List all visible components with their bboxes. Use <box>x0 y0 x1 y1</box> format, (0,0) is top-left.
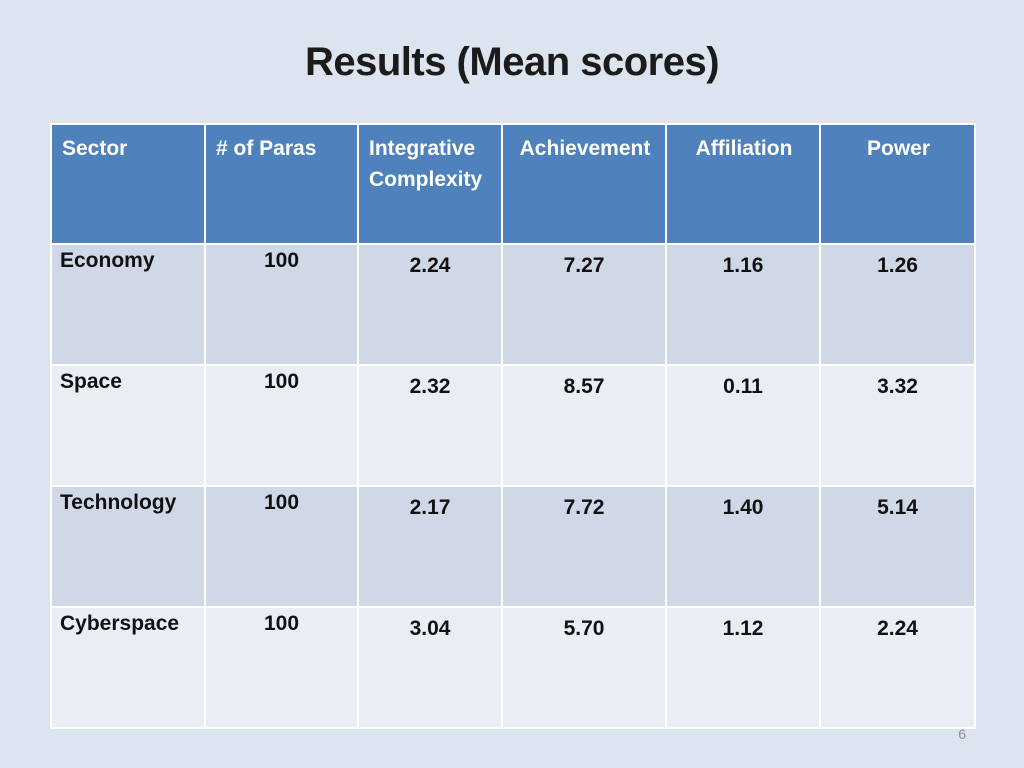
table-header-row: Sector # of Paras Integrative Complexity… <box>50 123 976 245</box>
cell-power: 5.14 <box>819 485 976 608</box>
cell-sector: Economy <box>50 243 206 366</box>
header-num-paras: # of Paras <box>204 123 359 245</box>
cell-sector: Space <box>50 364 206 487</box>
header-integrative-complexity: Integrative Complexity <box>357 123 503 245</box>
table-row: Technology 100 2.17 7.72 1.40 5.14 <box>50 485 976 608</box>
slide-title: Results (Mean scores) <box>304 40 720 84</box>
cell-integrative-complexity: 2.32 <box>357 364 503 487</box>
cell-integrative-complexity: 3.04 <box>357 606 503 729</box>
cell-integrative-complexity: 2.17 <box>357 485 503 608</box>
table-row: Cyberspace 100 3.04 5.70 1.12 2.24 <box>50 606 976 729</box>
cell-achievement: 5.70 <box>501 606 667 729</box>
cell-affiliation: 1.12 <box>665 606 821 729</box>
cell-affiliation: 1.40 <box>665 485 821 608</box>
cell-achievement: 8.57 <box>501 364 667 487</box>
cell-num-paras: 100 <box>204 606 359 729</box>
header-achievement: Achievement <box>501 123 667 245</box>
cell-sector: Technology <box>50 485 206 608</box>
cell-achievement: 7.27 <box>501 243 667 366</box>
cell-num-paras: 100 <box>204 243 359 366</box>
cell-sector: Cyberspace <box>50 606 206 729</box>
header-power: Power <box>819 123 976 245</box>
header-sector: Sector <box>50 123 206 245</box>
cell-power: 2.24 <box>819 606 976 729</box>
header-affiliation: Affiliation <box>665 123 821 245</box>
table-row: Economy 100 2.24 7.27 1.16 1.26 <box>50 243 976 366</box>
cell-power: 3.32 <box>819 364 976 487</box>
cell-num-paras: 100 <box>204 364 359 487</box>
results-table: Sector # of Paras Integrative Complexity… <box>50 123 976 729</box>
page-number: 6 <box>958 726 966 742</box>
cell-affiliation: 1.16 <box>665 243 821 366</box>
cell-integrative-complexity: 2.24 <box>357 243 503 366</box>
cell-power: 1.26 <box>819 243 976 366</box>
cell-achievement: 7.72 <box>501 485 667 608</box>
table-row: Space 100 2.32 8.57 0.11 3.32 <box>50 364 976 487</box>
cell-affiliation: 0.11 <box>665 364 821 487</box>
cell-num-paras: 100 <box>204 485 359 608</box>
